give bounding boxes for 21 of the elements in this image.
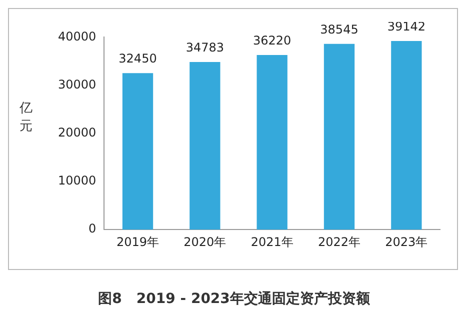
text: 图8 2019 - 2023年交通固定资产投资额: [97, 290, 371, 308]
data-label: 32450: [118, 52, 157, 66]
x-tick-label: 2021年: [250, 234, 294, 249]
bar: [391, 40, 422, 230]
x-tick-label: 2022年: [318, 234, 361, 249]
bar: [122, 73, 154, 230]
y-tick-label: 10000: [58, 174, 96, 188]
y-axis-title: 亿元: [18, 100, 34, 136]
x-tick-label: 2019年: [116, 234, 160, 249]
x-tick-label: 2023年: [385, 234, 428, 249]
data-label: 36220: [252, 34, 292, 48]
data-label: 38545: [320, 22, 358, 36]
bar: [256, 55, 288, 230]
bar: [324, 44, 355, 230]
y-tick-label: 20000: [58, 126, 96, 140]
bar: [190, 62, 220, 230]
data-label: 34783: [186, 40, 224, 54]
x-tick-label: 2020年: [184, 234, 226, 249]
y-tick-label: 0: [88, 222, 96, 236]
y-tick-label: 30000: [58, 77, 96, 92]
y-tick-label: 40000: [58, 29, 96, 44]
